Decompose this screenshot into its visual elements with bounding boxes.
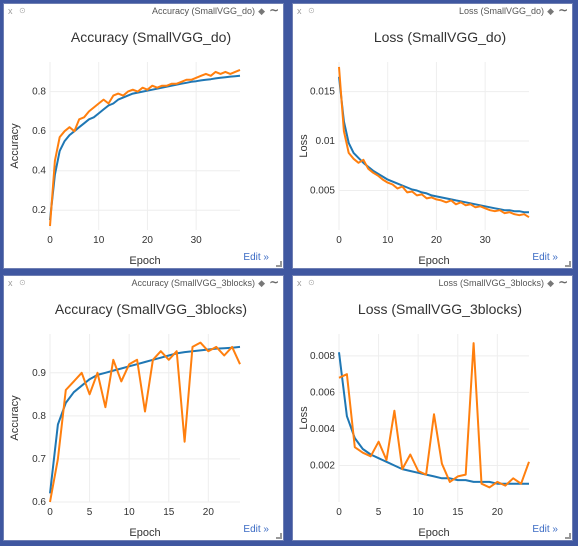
- y-tick-label: 0.008: [310, 351, 335, 362]
- y-tick-label: 0.6: [32, 126, 46, 137]
- pane-header-title: Loss (SmallVGG_do): [458, 6, 544, 16]
- pin-icon[interactable]: ⊙: [19, 6, 26, 15]
- y-tick-label: 0.004: [310, 424, 335, 435]
- close-icon[interactable]: x: [297, 6, 302, 16]
- smooth-toggle-icon[interactable]: ∼: [557, 3, 568, 17]
- x-tick-label: 20: [142, 235, 154, 246]
- x-tick-label: 15: [452, 507, 464, 518]
- resize-handle[interactable]: [565, 533, 571, 539]
- y-tick-label: 0.9: [32, 368, 46, 379]
- pin-icon[interactable]: ⊙: [19, 278, 26, 287]
- x-tick-label: 20: [431, 235, 443, 246]
- x-tick-label: 5: [376, 507, 382, 518]
- y-tick-label: 0.005: [310, 185, 335, 196]
- y-tick-label: 0.4: [32, 166, 46, 177]
- y-tick-label: 0.015: [310, 87, 335, 98]
- x-tick-label: 10: [124, 507, 136, 518]
- x-tick-label: 0: [47, 235, 53, 246]
- series-line-1: [49, 345, 241, 494]
- chart-pane-accuracy-smallvgg-do: x ⊙ Accuracy (SmallVGG_do) ◆ ∼ Accuracy …: [3, 3, 284, 269]
- chart-title: Accuracy (SmallVGG_3blocks): [55, 301, 247, 317]
- close-icon[interactable]: x: [8, 278, 13, 288]
- smooth-toggle-icon[interactable]: ∼: [268, 3, 279, 17]
- x-tick-label: 20: [492, 507, 504, 518]
- x-tick-label: 5: [87, 507, 93, 518]
- x-tick-label: 10: [382, 235, 394, 246]
- tag-icon[interactable]: ◆: [258, 6, 265, 16]
- y-tick-label: 0.002: [310, 460, 335, 471]
- y-tick-label: 0.01: [316, 136, 336, 147]
- x-tick-label: 10: [413, 507, 425, 518]
- chart-pane-loss-smallvgg-do: x ⊙ Loss (SmallVGG_do) ◆ ∼ Loss (SmallVG…: [292, 3, 573, 269]
- series-line-2: [338, 66, 530, 219]
- y-tick-label: 0.2: [32, 205, 46, 216]
- series-line-2: [338, 342, 530, 489]
- chart-title: Accuracy (SmallVGG_do): [71, 29, 231, 45]
- y-tick-label: 0.006: [310, 387, 335, 398]
- y-axis-title: Loss: [298, 134, 310, 158]
- series-line-2: [49, 68, 241, 227]
- y-axis-title: Loss: [298, 406, 310, 430]
- y-axis-title: Accuracy: [9, 395, 21, 441]
- chart-canvas: Accuracy (SmallVGG_do) 0 10 20 30 0.2 0.4 0.6 0.…: [9, 29, 241, 267]
- x-axis-title: Epoch: [418, 255, 449, 267]
- y-tick-label: 0.6: [32, 497, 46, 508]
- chart-title: Loss (SmallVGG_do): [374, 29, 506, 45]
- chart-pane-loss-smallvgg-3blocks: x ⊙ Loss (SmallVGG_3blocks) ◆ ∼ Loss (Sm…: [292, 275, 573, 541]
- y-tick-label: 0.8: [32, 87, 46, 98]
- edit-link[interactable]: Edit »: [532, 252, 558, 263]
- pane-header-title: Accuracy (SmallVGG_do): [151, 6, 255, 16]
- x-tick-label: 0: [336, 507, 342, 518]
- y-tick-label: 0.8: [32, 411, 46, 422]
- x-tick-label: 20: [203, 507, 215, 518]
- close-icon[interactable]: x: [8, 6, 13, 16]
- chart-title: Loss (SmallVGG_3blocks): [358, 301, 522, 317]
- pane-header-title: Loss (SmallVGG_3blocks): [438, 278, 544, 288]
- chart-canvas: Loss (SmallVGG_do) 0 10 20 30 0.005 0.01 0.015 E…: [298, 29, 530, 267]
- resize-handle[interactable]: [276, 533, 282, 539]
- edit-link[interactable]: Edit »: [243, 252, 269, 263]
- pin-icon[interactable]: ⊙: [308, 6, 315, 15]
- smooth-toggle-icon[interactable]: ∼: [268, 275, 279, 289]
- close-icon[interactable]: x: [297, 278, 302, 288]
- x-tick-label: 10: [93, 235, 105, 246]
- chart-pane-accuracy-smallvgg-3blocks: x ⊙ Accuracy (SmallVGG_3blocks) ◆ ∼ Accu…: [3, 275, 284, 541]
- resize-handle[interactable]: [276, 261, 282, 267]
- chart-canvas: Loss (SmallVGG_3blocks) 0 5 10 15 20 0.002 0.00…: [298, 301, 530, 539]
- y-axis-title: Accuracy: [9, 123, 21, 169]
- resize-handle[interactable]: [565, 261, 571, 267]
- series-line-2: [49, 341, 241, 503]
- x-tick-label: 30: [191, 235, 203, 246]
- pin-icon[interactable]: ⊙: [308, 278, 315, 287]
- smooth-toggle-icon[interactable]: ∼: [557, 275, 568, 289]
- chart-canvas: Accuracy (SmallVGG_3blocks) 0 5 10 15 20 0.6 0.…: [9, 301, 247, 539]
- x-tick-label: 15: [163, 507, 175, 518]
- x-axis-title: Epoch: [418, 527, 449, 539]
- pane-header-title: Accuracy (SmallVGG_3blocks): [131, 278, 255, 288]
- tag-icon[interactable]: ◆: [547, 278, 554, 288]
- series-line-1: [49, 74, 241, 221]
- x-tick-label: 0: [336, 235, 342, 246]
- x-tick-label: 0: [47, 507, 53, 518]
- x-axis-title: Epoch: [129, 255, 160, 267]
- tag-icon[interactable]: ◆: [258, 278, 265, 288]
- edit-link[interactable]: Edit »: [243, 524, 269, 535]
- tag-icon[interactable]: ◆: [547, 6, 554, 16]
- edit-link[interactable]: Edit »: [532, 524, 558, 535]
- x-axis-title: Epoch: [129, 527, 160, 539]
- x-tick-label: 30: [480, 235, 492, 246]
- y-tick-label: 0.7: [32, 454, 46, 465]
- series-line-1: [338, 76, 529, 214]
